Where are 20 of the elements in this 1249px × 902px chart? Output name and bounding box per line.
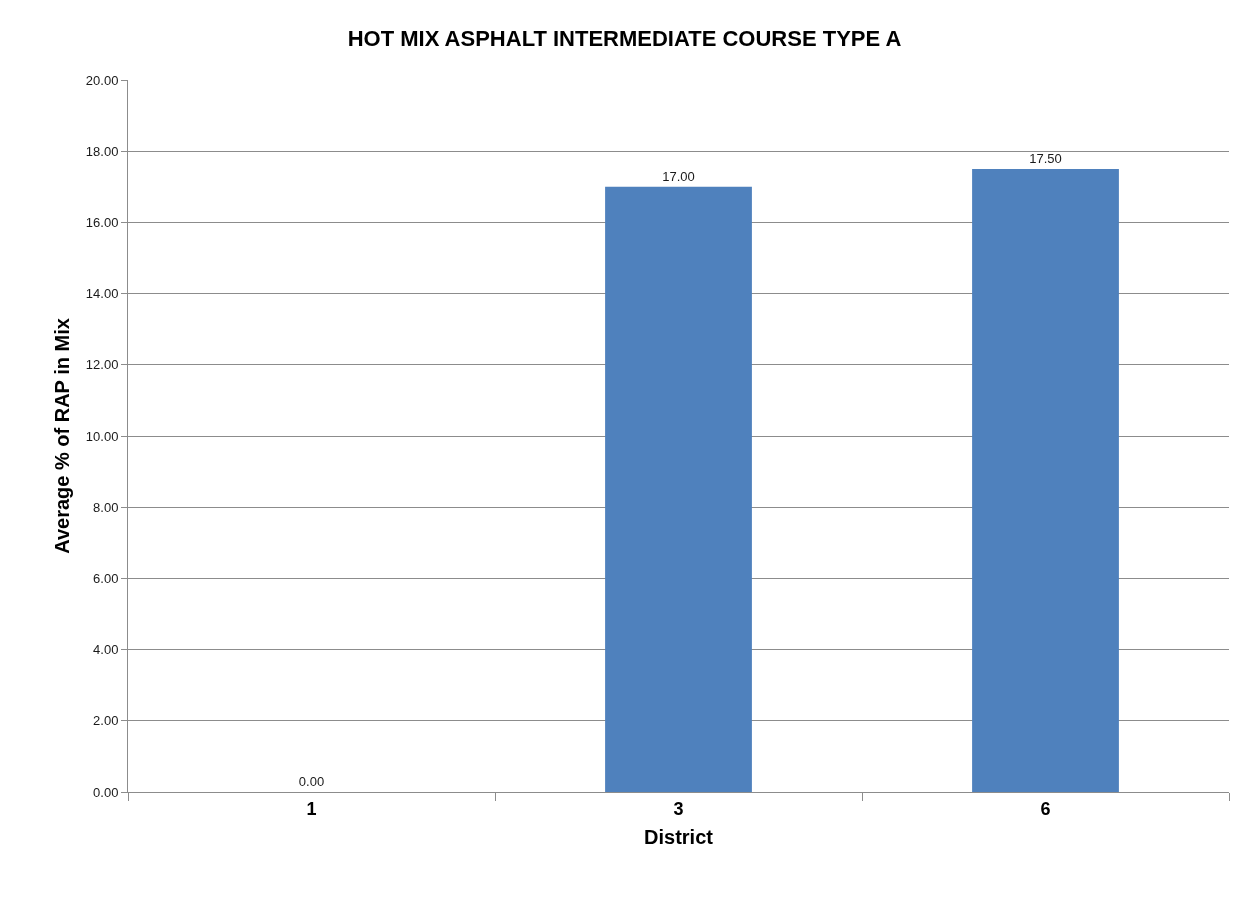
y-tick-label: 4.00 — [93, 642, 119, 658]
data-label: 17.00 — [662, 168, 695, 184]
data-label: 0.00 — [298, 774, 325, 789]
y-tick-label: 18.00 — [85, 143, 119, 159]
y-tick-label: 20.00 — [85, 72, 119, 88]
y-tick-label: 6.00 — [93, 570, 119, 586]
y-tick-label: 16.00 — [85, 214, 119, 230]
data-label: 17.50 — [1029, 151, 1062, 166]
y-axis-title: Average % of RAP in Mix — [51, 318, 74, 554]
y-tick-label: 12.00 — [85, 357, 119, 373]
y-tick-label: 0.00 — [93, 784, 119, 800]
y-tick-label: 2.00 — [93, 713, 119, 729]
x-axis-title: District — [644, 826, 714, 849]
x-tick-label: 1 — [306, 798, 317, 819]
y-tick-label: 14.00 — [85, 286, 119, 302]
x-tick-label: 3 — [673, 798, 684, 819]
chart-title: HOT MIX ASPHALT INTERMEDIATE COURSE TYPE A — [347, 25, 902, 51]
x-tick-label: 6 — [1040, 798, 1051, 819]
y-tick-label: 8.00 — [93, 499, 119, 515]
y-tick-label: 10.00 — [85, 428, 119, 444]
